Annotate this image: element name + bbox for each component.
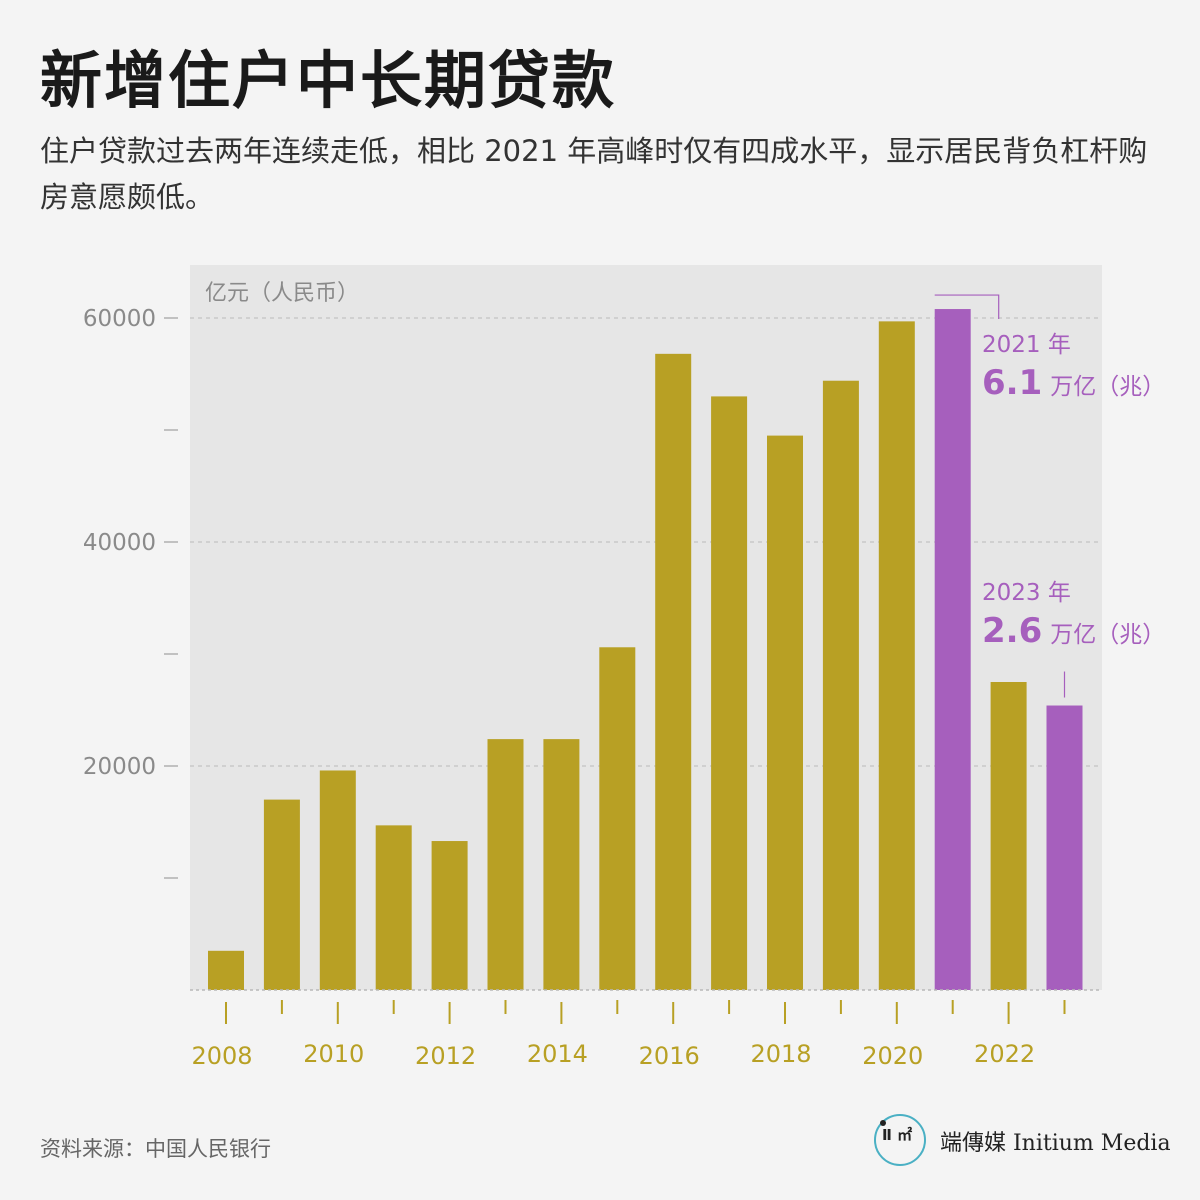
bar-2018: [767, 435, 803, 991]
x-tick-label: 2016: [639, 1042, 700, 1070]
x-tick-label: 2012: [415, 1042, 476, 1070]
y-tick-label: 60000: [83, 306, 156, 332]
bar-2017: [711, 396, 748, 990]
logo-dot: [880, 1120, 886, 1126]
annotation-year: 2023 年: [982, 580, 1071, 606]
annotation-value: 6.1 万亿（兆）: [982, 363, 1165, 403]
x-tick-label: 2010: [303, 1040, 364, 1068]
bar-2019: [822, 380, 859, 991]
x-tick-label: 2018: [750, 1040, 811, 1068]
bar-2023: [1046, 705, 1083, 990]
bar-2016: [655, 353, 692, 991]
bar-2008: [208, 950, 244, 990]
y-tick-label: 40000: [83, 530, 156, 556]
x-tick-label: 2020: [862, 1042, 923, 1070]
chart-title: 新增住户中长期贷款: [40, 44, 617, 117]
bar-2012: [431, 841, 468, 990]
y-unit-label: 亿元（人民币）: [205, 281, 359, 306]
y-tick-label: 20000: [83, 754, 156, 780]
bar-2015: [599, 647, 636, 990]
annotation-value: 2.6 万亿（兆）: [982, 611, 1165, 651]
y-axis: 20000 40000 60000: [83, 306, 178, 879]
bar-2020: [878, 321, 915, 990]
bar-2011: [375, 825, 412, 990]
brand-name: 端傳媒 Initium Media: [940, 1131, 1171, 1156]
annotation-year: 2021 年: [982, 332, 1071, 358]
x-tick-label: 2008: [191, 1042, 252, 1070]
initium-logo: Ⅱ ㎡: [874, 1114, 926, 1166]
bar-2010: [319, 770, 356, 990]
logo-glyph: Ⅱ ㎡: [882, 1126, 913, 1144]
x-axis: 2008 2010 2012 2014 2016 2018 2020 2022: [191, 1000, 1066, 1070]
chart-subtitle: 住户贷款过去两年连续走低，相比 2021 年高峰时仅有四成水平，显示居民背负杠杆…: [40, 134, 1148, 214]
source-note: 资料来源：中国人民银行: [40, 1137, 271, 1161]
annotations: 2021 年 6.1 万亿（兆） 2023 年 2.6 万亿（兆）: [934, 294, 1165, 698]
annotation-leader: [934, 294, 1000, 320]
x-tick-label: 2014: [527, 1040, 588, 1068]
bar-2013: [487, 739, 524, 990]
x-tick-label: 2022: [974, 1040, 1035, 1068]
bar-2014: [543, 739, 580, 990]
bar-2022: [990, 682, 1027, 990]
bar-2021: [934, 309, 971, 990]
bars: [208, 309, 1083, 991]
bar-2009: [263, 799, 300, 990]
